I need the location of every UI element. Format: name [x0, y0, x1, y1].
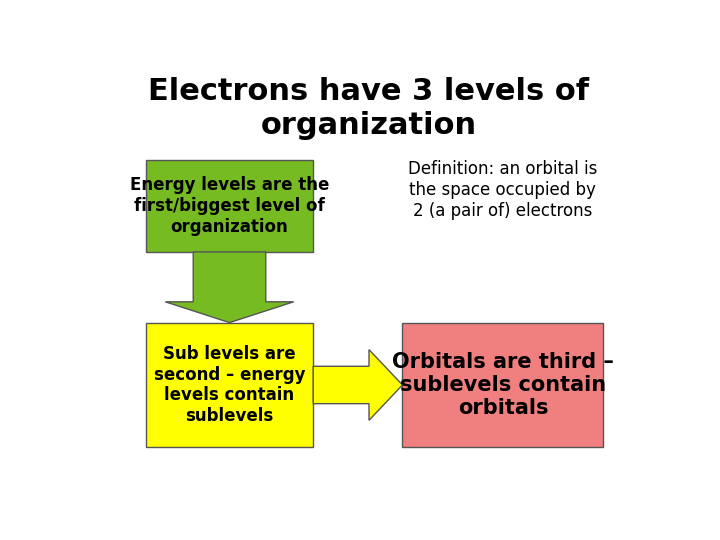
- Text: Orbitals are third –
sublevels contain
orbitals: Orbitals are third – sublevels contain o…: [392, 352, 614, 418]
- Text: Sub levels are
second – energy
levels contain
sublevels: Sub levels are second – energy levels co…: [154, 345, 305, 425]
- Polygon shape: [313, 349, 402, 420]
- FancyBboxPatch shape: [402, 322, 603, 447]
- Polygon shape: [166, 252, 294, 322]
- Text: Energy levels are the
first/biggest level of
organization: Energy levels are the first/biggest leve…: [130, 177, 329, 236]
- Text: Electrons have 3 levels of
organization: Electrons have 3 levels of organization: [148, 77, 590, 140]
- Text: Definition: an orbital is
the space occupied by
2 (a pair of) electrons: Definition: an orbital is the space occu…: [408, 160, 598, 220]
- FancyBboxPatch shape: [145, 322, 313, 447]
- FancyBboxPatch shape: [145, 160, 313, 252]
